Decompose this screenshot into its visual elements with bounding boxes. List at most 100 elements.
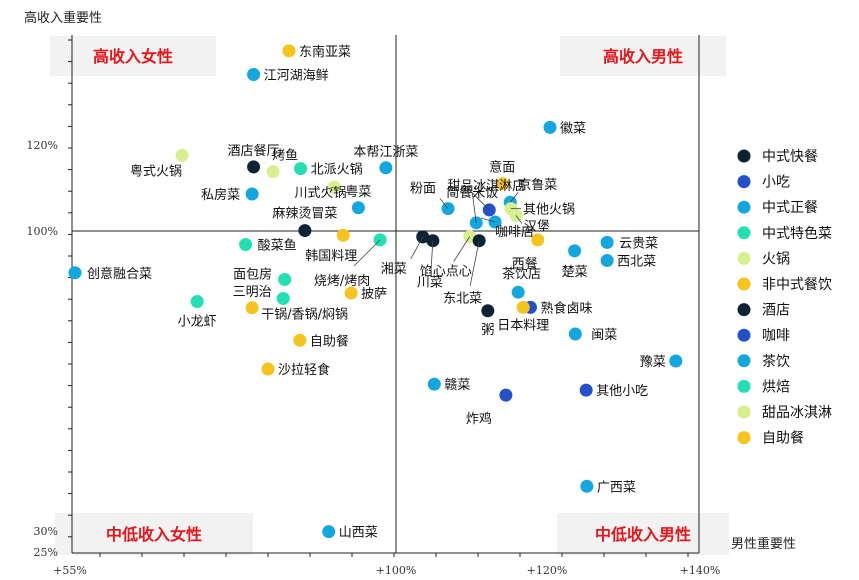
- data-point-干锅/香锅/焖锅: [276, 292, 290, 306]
- point-label: 赣菜: [444, 378, 470, 393]
- legend-entry: 烘焙: [762, 379, 790, 395]
- legend-entry: 酒店: [762, 303, 790, 319]
- data-point-小龙虾: [190, 294, 204, 308]
- point-label: 湘菜: [381, 262, 407, 277]
- data-point-私房菜: [245, 187, 259, 201]
- data-point-西餐: [531, 233, 545, 247]
- legend-marker: [737, 149, 751, 163]
- point-label: 甜品冰淇淋店: [447, 178, 525, 194]
- point-label: 小龙虾: [178, 314, 217, 329]
- y-tick-label: 25%: [34, 546, 58, 559]
- point-leader-line: [430, 240, 434, 273]
- quadrant-top-right-label: 高收入男性: [603, 47, 683, 66]
- data-point-楚菜: [568, 244, 582, 258]
- point-label: 粤式火锅: [130, 163, 182, 179]
- data-point-自助餐: [293, 333, 307, 347]
- point-label: 川式火锅: [295, 185, 347, 201]
- point-label: 西餐: [512, 256, 538, 272]
- data-point-粤式火锅: [175, 148, 189, 162]
- data-point-广西菜: [580, 479, 594, 493]
- point-label: 熟食卤味: [540, 300, 592, 316]
- point-leader-line: [480, 217, 496, 223]
- legend-marker: [737, 431, 751, 445]
- point-label: 本帮江浙菜: [353, 145, 418, 160]
- legend-marker: [737, 405, 751, 419]
- y-axis-title: 高收入重要性: [24, 10, 102, 26]
- point-label: 楚菜: [562, 265, 588, 280]
- point-leader-line: [509, 191, 519, 203]
- data-point-粥: [481, 304, 495, 318]
- legend-marker: [737, 328, 751, 342]
- point-label: 粤菜: [345, 184, 371, 200]
- point-label: 闽菜: [591, 328, 617, 343]
- point-label: 创意融合菜: [87, 266, 152, 282]
- legend-entry: 甜品冰淇淋: [762, 405, 832, 421]
- data-point-意面: [495, 177, 509, 191]
- data-point-赣菜: [427, 377, 441, 391]
- legend-marker: [737, 277, 751, 291]
- data-point-沙拉轻食: [261, 362, 275, 376]
- quadrant-top-left-label: 高收入女性: [93, 47, 173, 66]
- point-label: 私房菜: [201, 187, 240, 203]
- data-point-徽菜: [543, 120, 557, 134]
- point-label: 酒店餐厅: [228, 143, 280, 159]
- data-point-茶饮店: [511, 285, 525, 299]
- data-point-西北菜: [600, 254, 614, 268]
- legend-entry: 咖啡: [762, 328, 790, 344]
- point-label: 茶饮店: [502, 266, 541, 282]
- point-label: 豫菜: [640, 355, 666, 370]
- point-label: 简餐米饭: [446, 185, 498, 201]
- data-point-云贵菜: [600, 235, 614, 249]
- point-label: 粥: [481, 322, 494, 338]
- x-axis-title: 男性重要性: [731, 536, 796, 552]
- data-point-山西菜: [322, 525, 336, 539]
- data-point-其他小吃: [579, 383, 593, 397]
- data-point-江河湖海鲜: [247, 67, 261, 81]
- point-label: 咖啡店: [495, 225, 534, 240]
- x-tick-label: +120%: [527, 564, 568, 577]
- point-leader-line: [353, 239, 381, 267]
- data-point-烤鱼: [266, 165, 280, 179]
- point-leader-line: [471, 192, 477, 223]
- data-point-面包房: [278, 273, 292, 287]
- point-label: 川菜: [417, 276, 443, 291]
- point-label: 披萨: [361, 287, 387, 302]
- quadrant-top-right-box: [560, 36, 726, 76]
- point-label: 徽菜: [560, 121, 586, 136]
- data-point-麻辣烫冒菜: [298, 224, 312, 238]
- legend-entry: 茶饮: [762, 354, 790, 370]
- point-label: 馅心点心: [420, 264, 472, 279]
- legend-marker: [737, 251, 751, 265]
- x-tick-label: +55%: [53, 564, 87, 577]
- quadrant-bottom-left-label: 中低收入女性: [106, 525, 202, 544]
- legend-marker: [737, 226, 751, 240]
- data-point-三明治: [245, 301, 259, 315]
- legend-entry: 小吃: [762, 175, 790, 191]
- legend-marker: [737, 379, 751, 393]
- legend-marker: [737, 200, 751, 214]
- point-label: 其他小吃: [596, 383, 648, 399]
- point-label: 汉堡: [524, 219, 550, 235]
- point-leader-line: [515, 215, 523, 224]
- point-leader-line: [453, 236, 471, 262]
- point-label: 意面: [489, 160, 515, 176]
- point-label: 粉面: [410, 182, 436, 197]
- legend-entry: 非中式餐饮: [762, 277, 832, 293]
- data-point-豫菜: [669, 354, 683, 368]
- point-label: 三明治: [233, 285, 272, 300]
- point-label: 江河湖海鲜: [264, 68, 329, 83]
- legend-marker: [737, 354, 751, 368]
- point-label: 炸鸡: [466, 411, 492, 427]
- point-label: 广西菜: [597, 480, 636, 495]
- legend-marker: [737, 175, 751, 189]
- point-leader-line: [463, 184, 490, 211]
- point-label: 东南亚菜: [299, 44, 351, 60]
- legend-entry: 中式正餐: [762, 200, 818, 216]
- point-label: 云贵菜: [619, 236, 658, 251]
- point-label: 沙拉轻食: [278, 362, 330, 378]
- x-tick-label: +100%: [376, 564, 417, 577]
- point-label: 北派火锅: [311, 162, 363, 178]
- point-label: 酸菜鱼: [258, 238, 297, 254]
- data-point-酒店餐厅: [247, 160, 261, 174]
